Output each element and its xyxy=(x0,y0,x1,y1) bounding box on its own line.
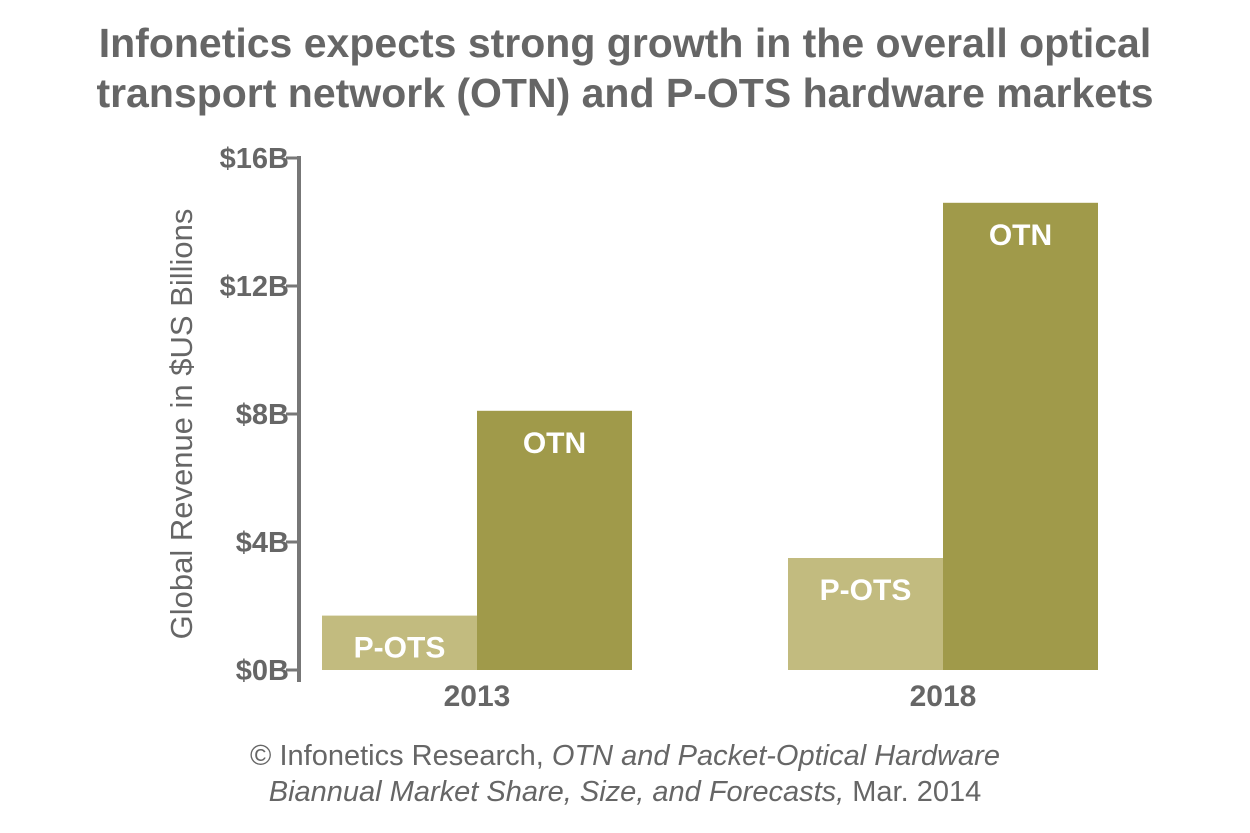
bar-p-ots-2013 xyxy=(322,615,477,670)
bar-p-ots-2018 xyxy=(788,558,943,670)
chart-title: Infonetics expects strong growth in the … xyxy=(0,18,1250,118)
bar-otn-2018 xyxy=(943,202,1098,671)
chart-title-line-1: Infonetics expects strong growth in the … xyxy=(98,20,1152,66)
y-tick-label-0: $0B xyxy=(236,655,289,687)
y-tick-label-1: $4B xyxy=(236,527,289,559)
bar-label-p-ots-2018: P-OTS xyxy=(820,574,912,607)
bar-label-otn-2018: OTN xyxy=(989,219,1052,252)
source-line-1: © Infonetics Research, OTN and Packet-Op… xyxy=(250,740,1000,772)
chart-title-line-2: transport network (OTN) and P-OTS hardwa… xyxy=(96,70,1154,116)
x-category-label-2018: 2018 xyxy=(910,680,977,713)
bar-label-otn-2013: OTN xyxy=(523,427,586,460)
y-tick-label-3: $12B xyxy=(220,271,289,303)
bar-otn-2013 xyxy=(477,410,632,670)
y-tick-label-4: $16B xyxy=(220,143,289,175)
source-line-2: Biannual Market Share, Size, and Forecas… xyxy=(268,776,982,808)
source-citation: © Infonetics Research, OTN and Packet-Op… xyxy=(0,738,1250,810)
x-category-label-2013: 2013 xyxy=(444,680,511,713)
y-axis-title: Global Revenue in $US Billions xyxy=(164,209,199,640)
y-tick-label-2: $8B xyxy=(236,399,289,431)
bar-label-p-ots-2013: P-OTS xyxy=(354,632,446,665)
